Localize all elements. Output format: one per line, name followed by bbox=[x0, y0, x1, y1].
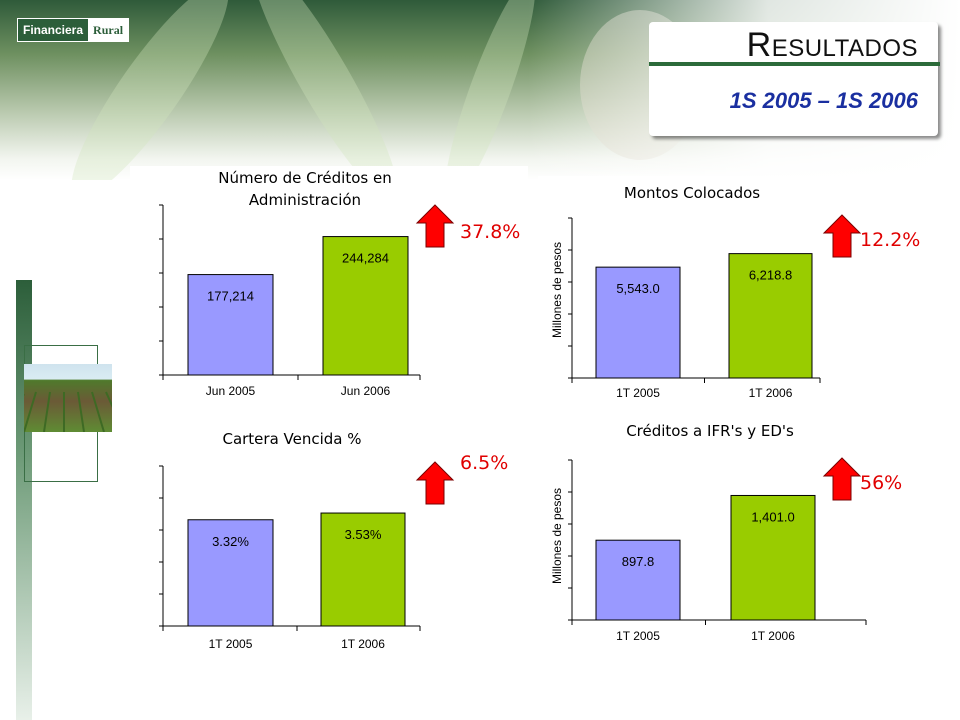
x-tick-label: 1T 2005 bbox=[616, 629, 660, 643]
bar bbox=[322, 236, 409, 376]
bar-value-label: 1,401.0 bbox=[751, 509, 794, 524]
title-underline bbox=[649, 62, 940, 66]
logo-text-financiera: Financiera bbox=[18, 19, 89, 41]
x-tick-label: 1T 2006 bbox=[751, 629, 795, 643]
bar bbox=[595, 266, 681, 379]
bar bbox=[730, 494, 816, 621]
bar bbox=[187, 274, 274, 376]
y-axis-label: Millones de pesos bbox=[550, 488, 564, 584]
arrow-up-icon bbox=[415, 204, 455, 248]
company-logo: Financiera Rural bbox=[17, 18, 130, 42]
title-box bbox=[649, 22, 938, 136]
y-axis-label: Millones de pesos bbox=[550, 242, 564, 338]
chart-title-line2: Administración bbox=[249, 191, 361, 209]
bar-value-label: 6,218.8 bbox=[749, 268, 792, 283]
arrow-up-icon bbox=[822, 214, 862, 258]
chart-2: Montos Colocados 5,543.0 1T 2005 6,218.8 1T … bbox=[538, 176, 930, 406]
change-percent: 12.2% bbox=[860, 229, 920, 251]
chart-title: Montos Colocados bbox=[624, 184, 760, 202]
bar-value-label: 177,214 bbox=[207, 289, 254, 304]
chart-3: Cartera Vencida % 3.32% 1T 2005 3.53% 1T 200… bbox=[130, 428, 528, 674]
arrow-up-icon bbox=[822, 457, 862, 501]
bar-value-label: 3.53% bbox=[345, 527, 382, 542]
bar bbox=[595, 539, 681, 621]
x-tick-label: 1T 2006 bbox=[749, 386, 793, 400]
bar-value-label: 897.8 bbox=[622, 554, 655, 569]
bar bbox=[728, 253, 813, 379]
arrow-up-icon bbox=[415, 461, 455, 505]
x-tick-label: Jun 2005 bbox=[206, 384, 256, 398]
chart-title: Número de Créditos en bbox=[218, 169, 391, 187]
chart-title: Créditos a IFR's y ED's bbox=[626, 422, 794, 440]
field-rows bbox=[24, 391, 112, 432]
x-tick-label: 1T 2005 bbox=[616, 386, 660, 400]
bar-value-label: 5,543.0 bbox=[616, 281, 659, 296]
x-tick-label: 1T 2006 bbox=[341, 637, 385, 651]
page-subtitle: 1S 2005 – 1S 2006 bbox=[729, 88, 918, 113]
x-tick-label: 1T 2005 bbox=[209, 637, 253, 651]
bar-value-label: 244,284 bbox=[342, 251, 389, 266]
change-percent: 56% bbox=[860, 472, 902, 494]
field-photo bbox=[24, 364, 112, 432]
bar-value-label: 3.32% bbox=[212, 534, 249, 549]
chart-4: Créditos a IFR's y ED's 897.8 1T 2005 1,401… bbox=[538, 420, 930, 670]
bar bbox=[320, 512, 406, 627]
change-percent: 37.8% bbox=[460, 221, 520, 243]
x-tick-label: Jun 2006 bbox=[341, 384, 391, 398]
change-percent: 6.5% bbox=[460, 452, 508, 474]
chart-title: Cartera Vencida % bbox=[222, 430, 361, 448]
page-title: RESULTADOS bbox=[746, 26, 918, 64]
logo-text-rural: Rural bbox=[88, 19, 129, 41]
chart-1: Número de Créditos en Administración 177,2… bbox=[130, 166, 528, 424]
bar bbox=[187, 519, 274, 627]
